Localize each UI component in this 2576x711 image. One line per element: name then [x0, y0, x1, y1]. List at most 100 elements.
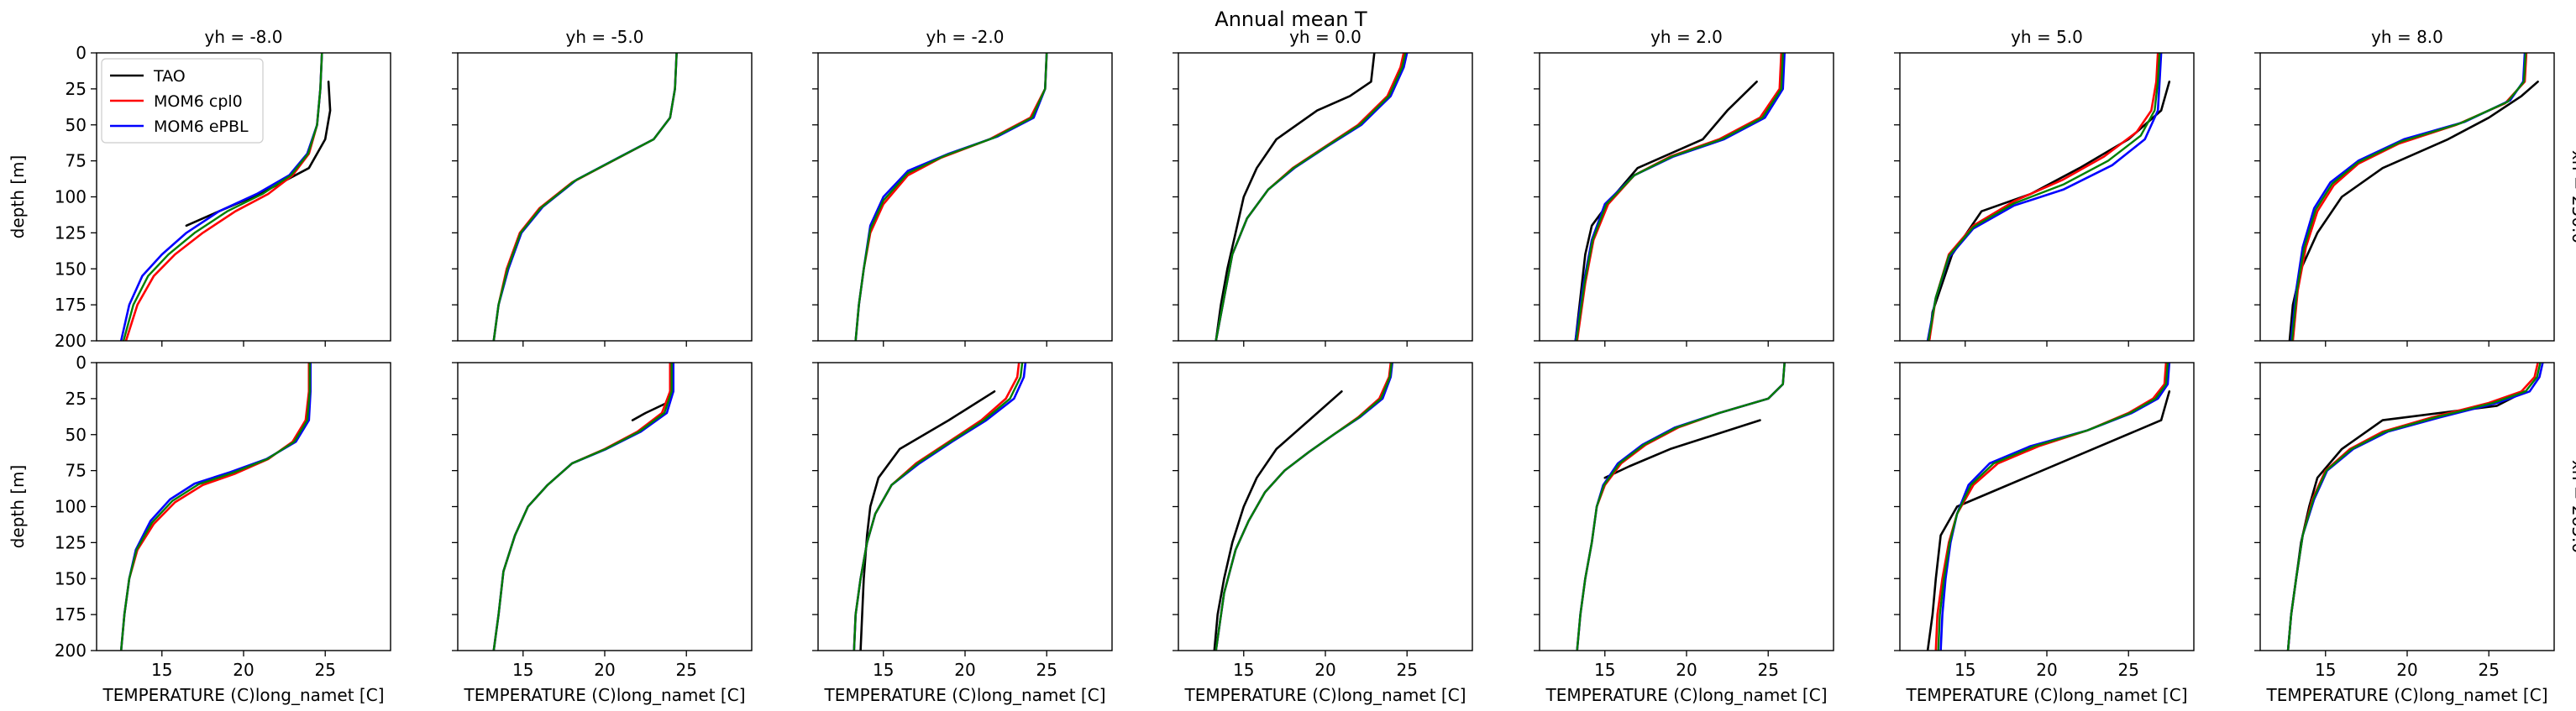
series-line-mom6-cpl0 — [492, 53, 678, 341]
panel-r1-c2: 15 20 25 TEMPERATURE (C)long_namet [C] — [812, 362, 1113, 705]
series-line-mom6-epbl — [1215, 363, 1393, 651]
panel-frame — [1539, 52, 1834, 342]
series-line-overlay — [122, 53, 323, 341]
series-line-mom6-epbl — [492, 53, 678, 341]
y-tick-label: 125 — [55, 222, 87, 243]
panel-r1-c0: 15 20 25 0 25 50 75 100 125 150 175 200 TEMPERATURE … — [8, 353, 391, 705]
y-tick-label: 125 — [55, 532, 87, 552]
series-line-mom6-cpl0 — [2286, 363, 2539, 651]
series-line-tao — [2286, 389, 2526, 651]
panel-r1-c1: 15 20 25 TEMPERATURE (C)long_namet [C] — [452, 362, 753, 705]
panel-column-title: yh = -2.0 — [926, 27, 1004, 47]
panel-lines — [492, 363, 675, 651]
series-line-mom6-epbl — [1576, 363, 1786, 651]
panel-r0-c4: yh = 2.0 — [1534, 27, 1834, 347]
figure-title: Annual mean T — [1215, 8, 1367, 31]
y-tick-label: 50 — [66, 425, 87, 445]
series-line-overlay — [2286, 363, 2542, 651]
series-line-mom6-cpl0 — [1215, 363, 1393, 651]
series-line-tao — [859, 389, 996, 651]
series-line-mom6-cpl0 — [492, 363, 672, 651]
x-tick-label: 25 — [314, 660, 335, 680]
series-line-tao — [1928, 81, 2171, 341]
panel-lines — [1215, 53, 1409, 341]
panel-frame — [817, 52, 1113, 342]
legend-label: TAO — [153, 67, 186, 86]
legend: TAO MOM6 cpl0 MOM6 ePBL — [101, 58, 264, 144]
x-tick-label: 25 — [2117, 660, 2138, 680]
panel-frame — [96, 52, 391, 342]
panel-row-label: xh = 250.0 — [2568, 150, 2576, 243]
y-tick-label: 25 — [66, 389, 87, 409]
panel-frame — [96, 362, 391, 651]
panel-r0-c3: yh = 0.0 — [1173, 27, 1473, 347]
x-axis-label: TEMPERATURE (C)long_namet [C] — [464, 685, 746, 705]
legend-box — [101, 58, 264, 144]
y-tick-label: 150 — [55, 259, 87, 279]
x-tick-label: 20 — [954, 660, 975, 680]
series-line-tao — [1603, 419, 1761, 479]
x-tick-label: 15 — [1233, 660, 1254, 680]
panel-lines — [119, 363, 312, 651]
y-tick-label: 100 — [55, 497, 87, 517]
series-line-overlay — [492, 53, 678, 341]
x-tick-label: 15 — [873, 660, 894, 680]
panel-lines — [492, 53, 678, 341]
series-line-overlay — [492, 363, 673, 651]
panel-frame — [1178, 52, 1473, 342]
panel-column-title: yh = 0.0 — [1289, 27, 1361, 47]
legend-label: MOM6 cpl0 — [154, 92, 243, 111]
x-tick-label: 20 — [1676, 660, 1697, 680]
x-tick-label: 25 — [2478, 660, 2499, 680]
panel-frame — [817, 362, 1113, 651]
panel-column-title: yh = 2.0 — [1650, 27, 1723, 47]
series-line-overlay — [1215, 53, 1407, 341]
series-line-tao — [2288, 81, 2539, 341]
x-tick-label: 20 — [2036, 660, 2057, 680]
series-line-mom6-epbl — [492, 363, 675, 651]
panel-lines — [853, 363, 1027, 651]
y-tick-label: 150 — [55, 568, 87, 588]
panel-lines — [2288, 53, 2539, 341]
x-tick-label: 25 — [1757, 660, 1778, 680]
panel-lines — [1926, 363, 2171, 651]
panel-lines — [854, 53, 1048, 341]
x-tick-label: 25 — [675, 660, 696, 680]
panel-r1-c6: 15 20 25 xh = 265.0 TEMPERATURE (C)long_name… — [2254, 362, 2576, 705]
panel-r1-c4: 15 20 25 TEMPERATURE (C)long_namet [C] — [1534, 362, 1834, 705]
panel-lines — [2286, 363, 2544, 651]
y-axis-label: depth [m] — [8, 155, 28, 239]
panel-r1-c3: 15 20 25 TEMPERATURE (C)long_namet [C] — [1173, 362, 1473, 705]
y-tick-label: 75 — [66, 461, 87, 481]
series-line-mom6-epbl — [1939, 363, 2171, 651]
panel-lines — [1576, 363, 1786, 651]
panel-r0-c6: yh = 8.0 xh = 250.0 — [2254, 27, 2576, 347]
series-line-mom6-cpl0 — [2291, 53, 2528, 341]
series-line-tao — [1926, 389, 2171, 651]
panel-lines — [1926, 53, 2171, 341]
y-tick-label: 100 — [55, 187, 87, 207]
panel-column-title: yh = 5.0 — [2011, 27, 2083, 47]
y-tick-label: 200 — [55, 331, 87, 351]
series-line-overlay — [1927, 53, 2161, 341]
panel-column-title: yh = 8.0 — [2371, 27, 2443, 47]
panel-row-label: xh = 265.0 — [2568, 460, 2576, 553]
series-line-mom6-cpl0 — [1934, 363, 2168, 651]
panel-r0-c2: yh = -2.0 — [812, 27, 1113, 347]
panel-frame — [1899, 362, 2195, 651]
series-line-mom6-epbl — [2286, 363, 2544, 651]
y-tick-label: 0 — [76, 43, 87, 63]
x-tick-label: 20 — [233, 660, 254, 680]
panel-column-title: yh = -8.0 — [204, 27, 282, 47]
series-line-overlay — [853, 363, 1024, 651]
panel-lines — [1213, 363, 1393, 651]
panel-frame — [2259, 362, 2555, 651]
y-axis-label: depth [m] — [8, 465, 28, 549]
panel-r1-c5: 15 20 25 TEMPERATURE (C)long_namet [C] — [1894, 362, 2195, 705]
panel-r0-c1: yh = -5.0 — [452, 27, 753, 347]
x-axis-label: TEMPERATURE (C)long_namet [C] — [824, 685, 1106, 705]
series-line-overlay — [1937, 363, 2169, 651]
x-axis-label: TEMPERATURE (C)long_namet [C] — [1184, 685, 1466, 705]
